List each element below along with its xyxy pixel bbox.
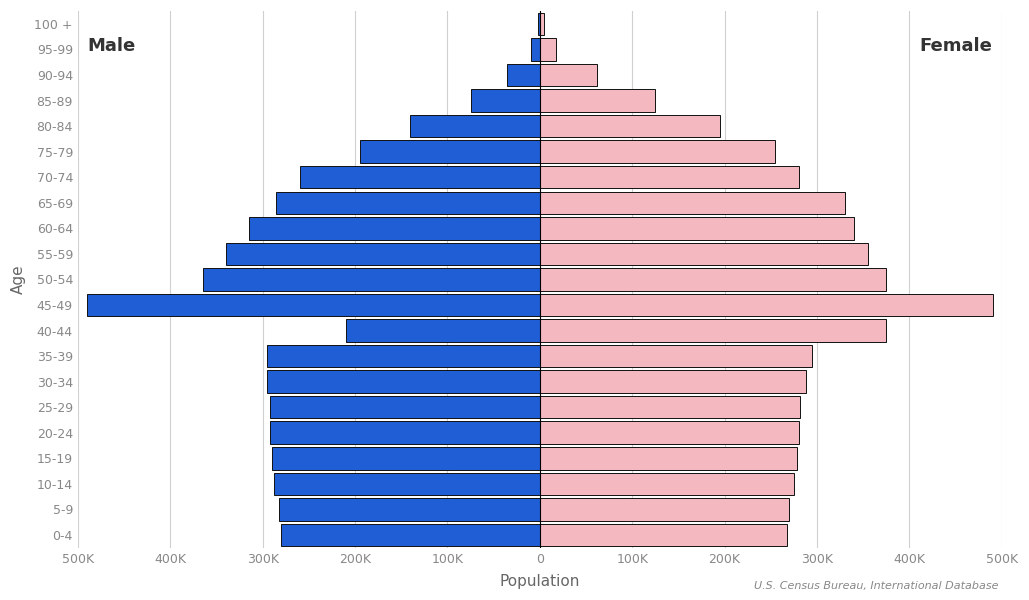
Bar [540,191,845,214]
Bar [203,268,540,290]
Bar [411,115,540,137]
Bar [540,421,799,444]
Bar [540,319,886,342]
Bar [540,498,789,521]
Bar [540,396,801,418]
X-axis label: Population: Population [500,574,580,589]
Bar [540,524,787,546]
Bar [540,140,776,163]
Bar [277,191,540,214]
Bar [540,345,813,367]
Bar [270,421,540,444]
Bar [540,13,544,35]
Bar [279,498,540,521]
Bar [507,64,540,86]
Bar [531,38,540,61]
Bar [268,370,540,393]
Bar [470,89,540,112]
Bar [268,345,540,367]
Bar [540,38,557,61]
Bar [270,396,540,418]
Bar [249,217,540,239]
Bar [540,89,655,112]
Text: Male: Male [87,37,135,55]
Bar [537,13,540,35]
Bar [540,473,794,495]
Bar [346,319,540,342]
Bar [274,473,540,495]
Bar [540,447,796,470]
Bar [540,217,854,239]
Bar [540,294,993,316]
Bar [540,166,799,188]
Bar [540,64,597,86]
Y-axis label: Age: Age [11,265,26,294]
Bar [540,242,867,265]
Bar [540,115,720,137]
Bar [281,524,540,546]
Text: Female: Female [920,37,993,55]
Bar [359,140,540,163]
Bar [87,294,540,316]
Bar [272,447,540,470]
Bar [299,166,540,188]
Bar [540,370,806,393]
Bar [225,242,540,265]
Bar [540,268,886,290]
Text: U.S. Census Bureau, International Database: U.S. Census Bureau, International Databa… [753,581,998,591]
